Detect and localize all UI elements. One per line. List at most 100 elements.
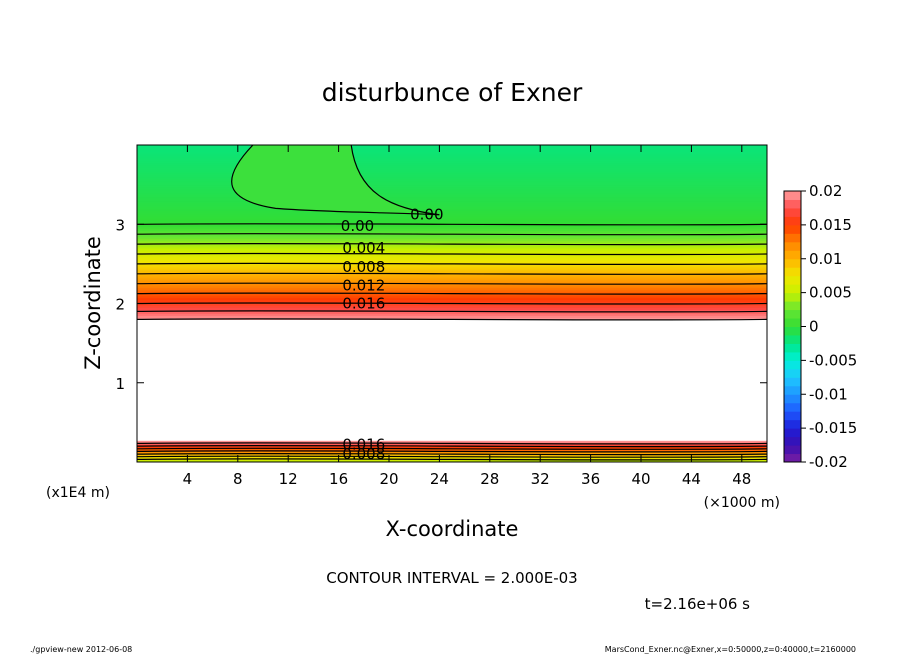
- field-band: [137, 398, 767, 402]
- field-band: [137, 234, 767, 237]
- field-band: [137, 204, 767, 208]
- colorbar: 0.02 0.015 0.01 0.005 0 -0.005 -0.01 -0.015 -0.0…: [783, 182, 857, 471]
- field-band: [137, 309, 767, 313]
- field-band: [137, 418, 767, 421]
- field-band: [137, 257, 767, 261]
- field-band: [137, 178, 767, 182]
- contour-line: [137, 233, 767, 236]
- colorbar-segment: [784, 199, 801, 209]
- field-band: [137, 337, 767, 340]
- colorbar-segment: [784, 428, 801, 438]
- field-band: [137, 222, 767, 225]
- colorbar-segment: [784, 233, 801, 243]
- y-unit-label: (x1E4 m): [46, 485, 110, 501]
- field-band: [137, 311, 767, 315]
- field-band: [137, 376, 767, 380]
- field-band: [137, 341, 767, 344]
- field-band: [137, 452, 767, 455]
- x-tick-label: 36: [581, 470, 600, 488]
- colorbar-tick-label: -0.02: [809, 453, 848, 471]
- x-tick-label: 28: [480, 470, 499, 488]
- y-tick-label: 2: [115, 296, 125, 314]
- contour-line: [137, 292, 767, 295]
- field-band: [137, 279, 767, 283]
- colorbar-segment: [784, 334, 801, 344]
- contour-line: [137, 242, 767, 246]
- field-band: [137, 327, 767, 330]
- field-band: [137, 380, 767, 384]
- field-band: [137, 226, 767, 229]
- colorbar-segment: [784, 326, 801, 336]
- x-tick-label: 48: [732, 470, 751, 488]
- field-band: [137, 360, 767, 364]
- field-band: [137, 315, 767, 318]
- colorbar-segment: [784, 258, 801, 268]
- field-band: [137, 364, 767, 368]
- field-band: [137, 366, 767, 370]
- contour-line: [137, 318, 767, 321]
- field-band: [137, 426, 767, 429]
- field-band: [137, 347, 767, 350]
- field-band: [137, 321, 767, 324]
- field-band: [137, 158, 767, 162]
- field-band: [137, 146, 767, 150]
- field-band: [137, 402, 767, 406]
- field-band: [137, 263, 767, 267]
- field-band: [137, 206, 767, 209]
- field-band: [137, 154, 767, 158]
- field-band: [137, 297, 767, 301]
- x-tick-label: 20: [379, 470, 398, 488]
- colorbar-segment: [784, 402, 801, 412]
- colorbar-segment: [784, 453, 801, 463]
- field-band: [137, 224, 767, 227]
- x-tick-label: 40: [631, 470, 650, 488]
- field-band: [137, 432, 767, 435]
- field-band: [137, 238, 767, 241]
- x-axis-title: X-coordinate: [386, 517, 519, 541]
- field-band: [137, 184, 767, 188]
- field-band: [137, 255, 767, 259]
- field-band: [137, 162, 767, 166]
- field-band: [137, 325, 767, 328]
- colorbar-segment: [784, 368, 801, 378]
- field-band: [137, 400, 767, 404]
- field-band: [137, 172, 767, 176]
- colorbar-segment: [784, 385, 801, 395]
- y-axis-title: Z-coordinate: [81, 236, 105, 370]
- colorbar-segment: [784, 419, 801, 429]
- field-band: [137, 394, 767, 398]
- field-band: [137, 339, 767, 342]
- field-band: [137, 392, 767, 396]
- field-band: [137, 335, 767, 338]
- contour-label: 0.016: [342, 295, 385, 313]
- field-band: [137, 220, 767, 223]
- field-band: [137, 273, 767, 277]
- contour-line: [137, 252, 767, 256]
- field-band: [137, 295, 767, 299]
- field-band: [137, 150, 767, 154]
- field-band: [137, 303, 767, 307]
- field-band: [137, 446, 767, 449]
- field-band: [137, 444, 767, 447]
- field-band: [137, 313, 767, 316]
- field-band: [137, 410, 767, 414]
- field-band: [137, 240, 767, 243]
- colorbar-segment: [784, 216, 801, 226]
- field-band: [137, 414, 767, 418]
- colorbar-segment: [784, 351, 801, 361]
- field-band: [137, 305, 767, 309]
- field-band: [137, 353, 767, 356]
- field-band: [137, 188, 767, 192]
- colorbar-tick-label: 0.01: [809, 250, 842, 268]
- field-band: [137, 408, 767, 412]
- x-tick-label: 8: [233, 470, 243, 488]
- field-band: [137, 228, 767, 231]
- footer-left: ./gpview-new 2012-06-08: [30, 645, 132, 654]
- colorbar-segment: [784, 377, 801, 387]
- field-band: [137, 242, 767, 245]
- field-band: [137, 396, 767, 400]
- contour-label: 0.012: [342, 276, 385, 294]
- contour-line: [137, 262, 767, 266]
- field-band: [137, 148, 767, 152]
